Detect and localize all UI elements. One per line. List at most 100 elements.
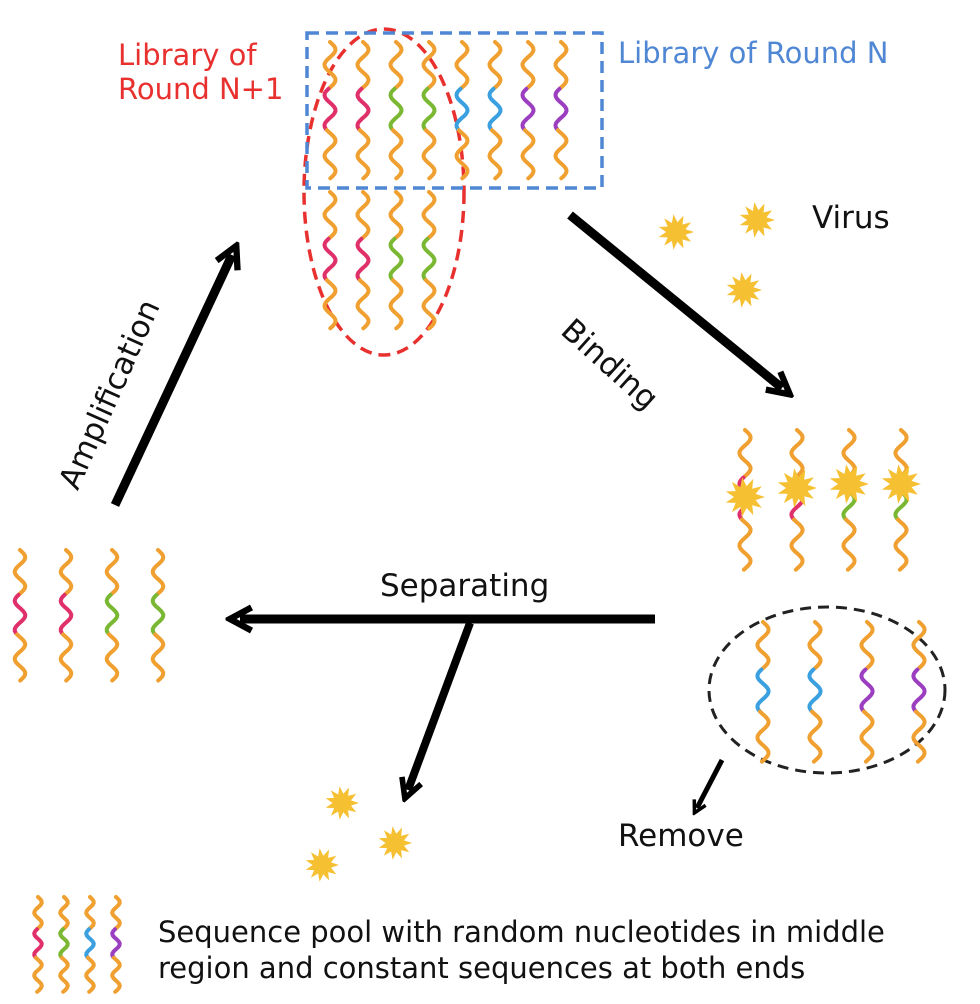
strand	[388, 190, 404, 331]
strand-segment	[110, 927, 122, 960]
remove-arrow	[697, 758, 725, 808]
strand	[911, 620, 927, 764]
strand	[32, 895, 44, 994]
strand-segment	[12, 632, 28, 683]
strand-segment	[84, 927, 96, 960]
strand-segment	[859, 667, 875, 714]
strand-segment	[84, 955, 96, 994]
strand-segment	[421, 40, 437, 90]
virus-icon	[325, 786, 359, 820]
library-round-n-label: Library of Round N	[618, 36, 889, 70]
strand-segment	[553, 128, 569, 181]
strand-segment	[322, 236, 338, 281]
virus-particles	[305, 202, 921, 882]
strand	[110, 895, 122, 994]
strand	[454, 40, 470, 181]
strand-segment	[84, 895, 96, 931]
strand	[12, 548, 28, 683]
strand-segment	[841, 517, 857, 572]
strand-segment	[421, 190, 437, 240]
strand-segment	[322, 40, 338, 90]
strand	[322, 190, 338, 331]
strand	[104, 548, 120, 683]
bound-strands	[737, 428, 909, 572]
strand	[553, 40, 569, 181]
separating-branch-arrow	[408, 621, 474, 790]
strand	[421, 40, 437, 181]
strand-segment	[421, 236, 437, 281]
strand-segment	[32, 927, 44, 960]
strand-segment	[110, 895, 122, 931]
strand-segment	[520, 86, 536, 131]
strand-segment	[388, 278, 404, 331]
virus-icon	[658, 214, 694, 250]
strand-segment	[355, 86, 371, 131]
strand-segment	[110, 955, 122, 994]
strand-segment	[911, 709, 927, 764]
strand	[84, 895, 96, 994]
strand-segment	[12, 592, 28, 635]
strand-segment	[454, 128, 470, 181]
strand-segment	[388, 236, 404, 281]
strand	[755, 620, 771, 764]
strand	[520, 40, 536, 181]
strand-segment	[520, 40, 536, 90]
separated-strands	[12, 548, 166, 683]
legend-line2: region and constant sequences at both en…	[158, 951, 806, 986]
strand-segment	[911, 620, 927, 670]
strand-segment	[737, 517, 753, 572]
strand-segment	[150, 548, 166, 596]
strand-segment	[755, 620, 771, 670]
strand-segment	[421, 128, 437, 181]
strand	[355, 40, 371, 181]
strand-segment	[807, 709, 823, 764]
strand-segment	[388, 86, 404, 131]
strand-segment	[755, 667, 771, 714]
strand	[322, 40, 338, 181]
binding-arrow	[567, 211, 782, 388]
virus-icon	[378, 826, 412, 860]
virus-icon	[829, 464, 869, 504]
library-round-n-plus-1-label: Library of Round N+1	[118, 38, 283, 106]
strand-segment	[893, 428, 909, 478]
strand	[893, 428, 909, 572]
virus-icon	[726, 272, 762, 308]
virus-icon	[739, 202, 775, 238]
strand-segment	[150, 632, 166, 683]
strand-segment	[807, 667, 823, 714]
strand-segment	[388, 190, 404, 240]
removed-strands	[755, 620, 927, 764]
strand-segment	[487, 128, 503, 181]
remove-label: Remove	[618, 818, 744, 854]
strand-segment	[454, 40, 470, 90]
strand	[841, 428, 857, 572]
strand-segment	[104, 592, 120, 635]
strand-segment	[841, 428, 857, 478]
strand-segment	[454, 86, 470, 131]
strand-segment	[355, 128, 371, 181]
strand-segment	[32, 895, 44, 931]
strand-segment	[150, 592, 166, 635]
remove-ellipse	[707, 605, 947, 775]
strand-segment	[58, 632, 74, 683]
strand-segment	[893, 517, 909, 572]
strand-segment	[355, 236, 371, 281]
strand-segment	[520, 128, 536, 181]
virus-icon	[881, 464, 921, 504]
strand-segment	[355, 190, 371, 240]
strand-segment	[789, 517, 805, 572]
strand-segment	[58, 955, 70, 994]
virus-icon	[777, 468, 817, 508]
strand	[150, 548, 166, 683]
strand	[421, 190, 437, 331]
strand-segment	[58, 548, 74, 596]
virus-icon	[725, 477, 765, 517]
strand-segment	[911, 667, 927, 714]
amplification-arrow	[110, 255, 232, 507]
strand	[58, 548, 74, 683]
strand-segment	[322, 86, 338, 131]
strand-segment	[421, 86, 437, 131]
strand-segment	[755, 709, 771, 764]
strand-segment	[859, 620, 875, 670]
strand	[388, 40, 404, 181]
